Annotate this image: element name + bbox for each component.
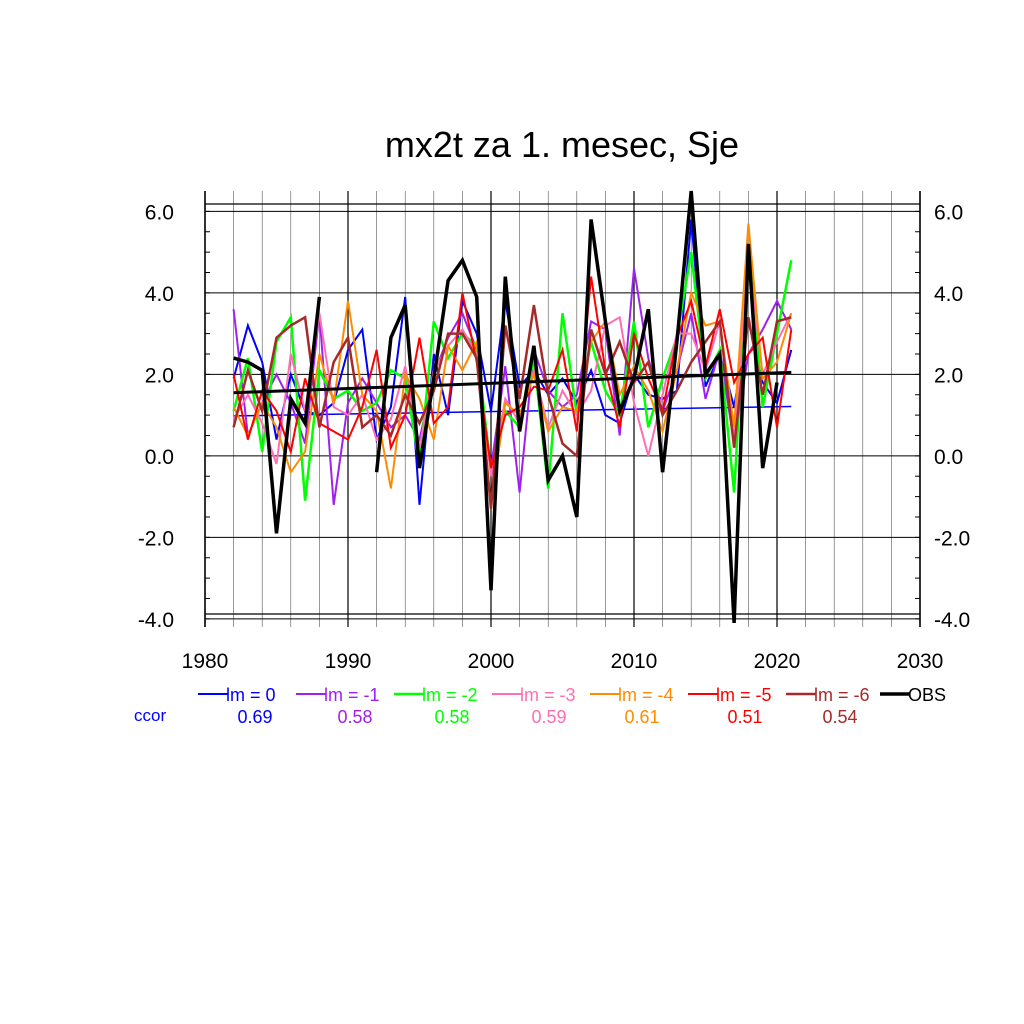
y-tick-label-left: 6.0 [145,201,174,224]
x-tick-label: 2010 [611,650,658,673]
legend-label: lm = -6 [814,685,870,705]
legend-label: OBS [908,685,946,705]
ccor-value: 0.51 [727,707,762,727]
y-tick-label-left: 4.0 [145,283,174,306]
ccor-value: 0.69 [237,707,272,727]
x-tick-label: 2000 [468,650,515,673]
grid [204,191,921,627]
ccor-value: 0.61 [624,707,659,727]
y-tick-label-right: 6.0 [934,201,963,224]
series-line-lm-1 [232,268,793,505]
ccor-label: ccor [134,706,166,725]
legend-label: lm = -4 [618,685,674,705]
legend-label: lm = -5 [716,685,772,705]
series-line-obs [233,190,779,623]
ccor-value: 0.58 [337,707,372,727]
series-line-lm-2 [232,243,793,501]
y-tick-label-right: 0.0 [934,446,963,469]
y-tick-label-right: -4.0 [934,609,970,632]
legend-label: lm = -3 [520,685,576,705]
legend-label: lm = -2 [422,685,478,705]
legend-label: lm = -1 [324,685,380,705]
y-tick-label-right: -2.0 [934,527,970,550]
series-line-lm-5 [232,276,793,469]
x-tick-label: 1990 [325,650,372,673]
x-tick-label: 2020 [754,650,801,673]
x-tick-label: 1980 [182,650,229,673]
y-tick-label-left: 0.0 [145,446,174,469]
y-tick-label-right: 4.0 [934,283,963,306]
plot-area [232,190,793,623]
y-tick-label-right: 2.0 [934,364,963,387]
chart-title: mx2t za 1. mesec, Sje [385,124,739,165]
ccor-value: 0.58 [434,707,469,727]
trend-line-obs [233,370,792,395]
ccor-value: 0.54 [822,707,857,727]
y-tick-label-left: -4.0 [138,609,174,632]
series-line-lm-4 [232,223,793,509]
y-tick-label-left: 2.0 [145,364,174,387]
x-tick-label: 2030 [897,650,944,673]
y-tick-label-left: -2.0 [138,527,174,550]
legend-label: lm = 0 [226,685,276,705]
axes: 6.0 6.0 4.0 4.0 2.0 2.0 0.0 0.0 -2.0 -2.0 -4.0 -4.0… [138,191,970,673]
ccor-value: 0.59 [531,707,566,727]
